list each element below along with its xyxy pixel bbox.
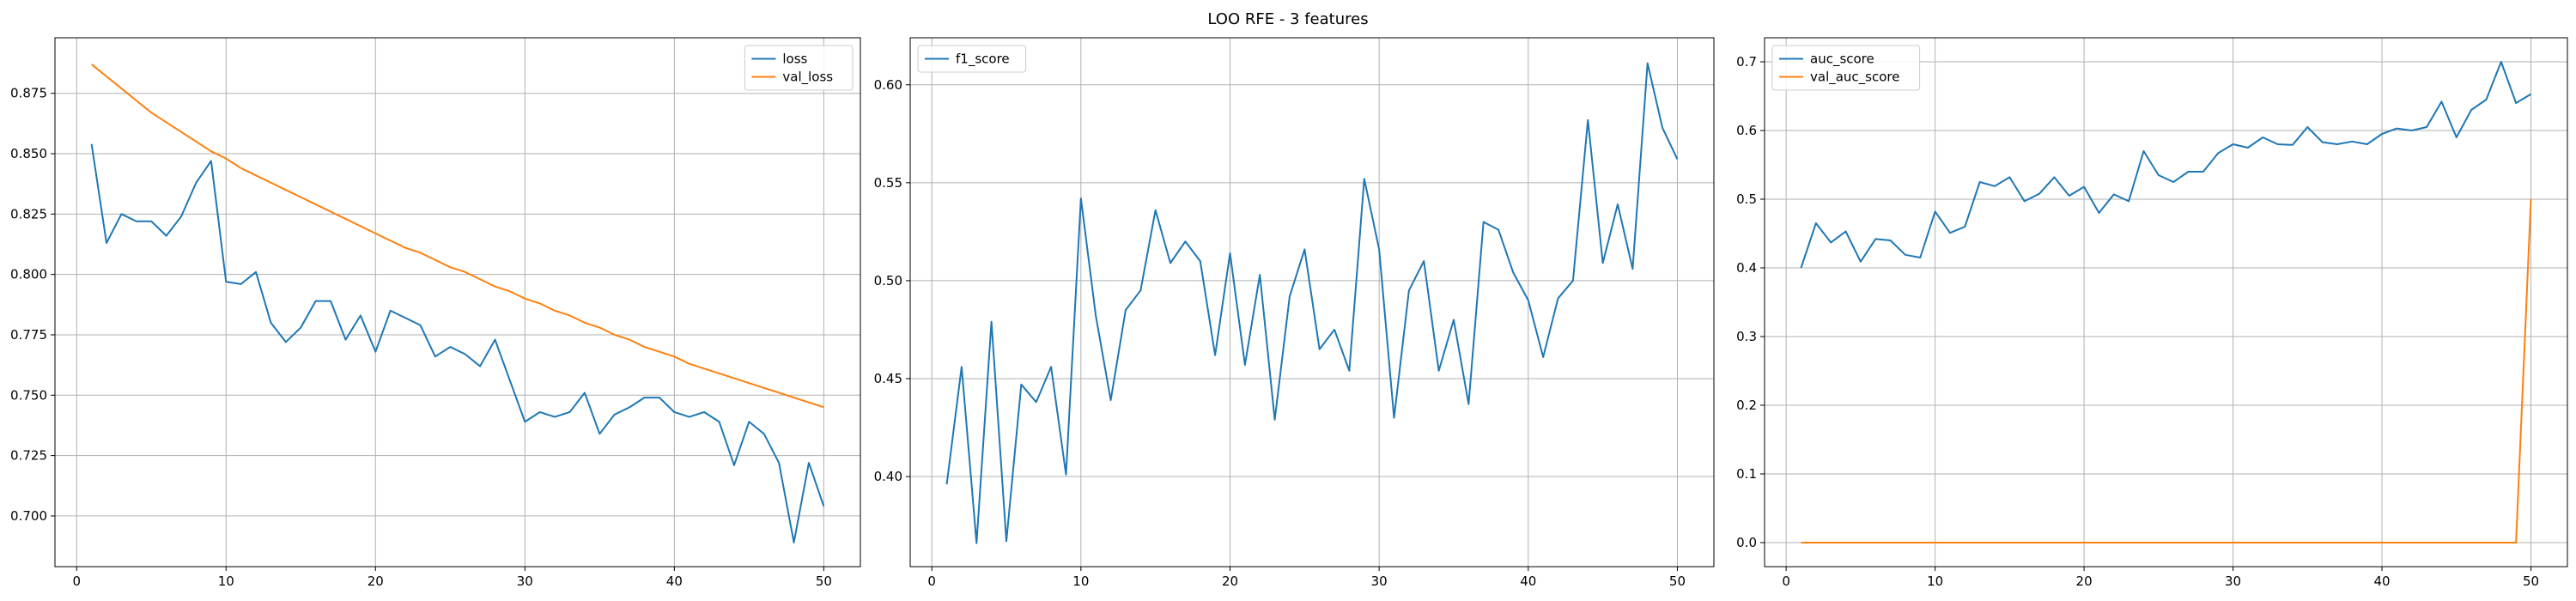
series-line-loss [90,143,825,543]
x-tick-label: 50 [1669,574,1686,589]
x-tick-label: 30 [2225,574,2241,589]
series-line-val-loss [91,64,824,409]
y-tick-label: 0.800 [10,267,47,282]
x-tick-label: 0 [72,574,81,589]
subplot-3: 0 10 20 30 40 50 0.0 0.1 0.2 0.3 0.4 0.5 0.6 0.7 auc_s… [1736,37,2568,589]
y-tick-label: 0.40 [874,469,902,484]
y-tick-label: 0.875 [10,86,47,101]
legend: auc_score val_auc_score [1771,45,1921,91]
x-tick-label: 40 [1520,574,1536,589]
legend-label-val-auc-score: val_auc_score [1810,70,1900,86]
axes-frame [54,37,861,568]
y-tick-label: 0.0 [1736,535,1757,550]
legend: f1_score [917,45,1027,73]
x-tick-label: 0 [1782,574,1790,589]
x-tick-label: 30 [517,574,533,589]
x-tick-label: 40 [2373,574,2390,589]
y-tick-label: 0.700 [10,508,47,524]
x-tick-label: 0 [927,574,936,589]
y-tick-label: 0.6 [1736,123,1757,138]
series-line-auc-score [1800,61,2532,269]
axes-layer: 0 10 20 30 40 500.7000.7250.7500.7750.8000.82… [10,37,2568,589]
axes-frame [909,37,1715,568]
x-tick-label: 10 [1072,574,1089,589]
y-tick-label: 0.2 [1736,398,1757,413]
subplot-1: 0 10 20 30 40 50 0.700 0.725 0.750 0.775 0.800 0.82… [10,37,861,589]
x-tick-label: 10 [218,574,234,589]
x-tick-label: 10 [1927,574,1943,589]
y-tick-label: 0.750 [10,387,47,403]
legend-box [744,45,854,91]
y-tick-label: 0.850 [10,146,47,161]
x-tick-label: 50 [816,574,832,589]
legend-label-val-loss: val_loss [782,70,833,86]
x-tick-label: 40 [666,574,683,589]
series-line-val-auc-score [1801,198,2532,543]
legend-box [917,45,1027,73]
y-tick-label: 0.5 [1736,191,1757,207]
x-tick-label: 20 [368,574,384,589]
x-tick-label: 20 [2076,574,2093,589]
y-tick-label: 0.55 [874,175,902,191]
axes-frame [1764,37,2568,568]
y-tick-label: 0.775 [10,327,47,343]
legend-label-f1-score: f1_score [956,52,1010,68]
legend-label-loss: loss [782,52,807,67]
x-tick-label: 50 [2523,574,2539,589]
y-tick-label: 0.45 [874,371,902,386]
x-tick-label: 20 [1222,574,1238,589]
y-tick-label: 0.1 [1736,466,1757,482]
y-tick-label: 0.725 [10,448,47,464]
y-tick-label: 0.60 [874,77,902,93]
legend-box [1771,45,1921,91]
x-tick-label: 30 [1371,574,1388,589]
y-tick-label: 0.3 [1736,329,1757,344]
y-tick-label: 0.7 [1736,54,1757,70]
legend: loss val_loss [744,45,854,91]
figure-suptitle: LOO RFE - 3 features [1207,10,1368,28]
y-tick-label: 0.825 [10,206,47,222]
subplot-2: 0 10 20 30 40 50 0.40 0.45 0.50 0.55 0.60 f1_score [874,37,1715,589]
legend-label-auc-score: auc_score [1810,52,1874,68]
y-tick-label: 0.4 [1736,260,1757,276]
y-tick-label: 0.50 [874,273,902,288]
series-line-f1-score [945,62,1679,544]
